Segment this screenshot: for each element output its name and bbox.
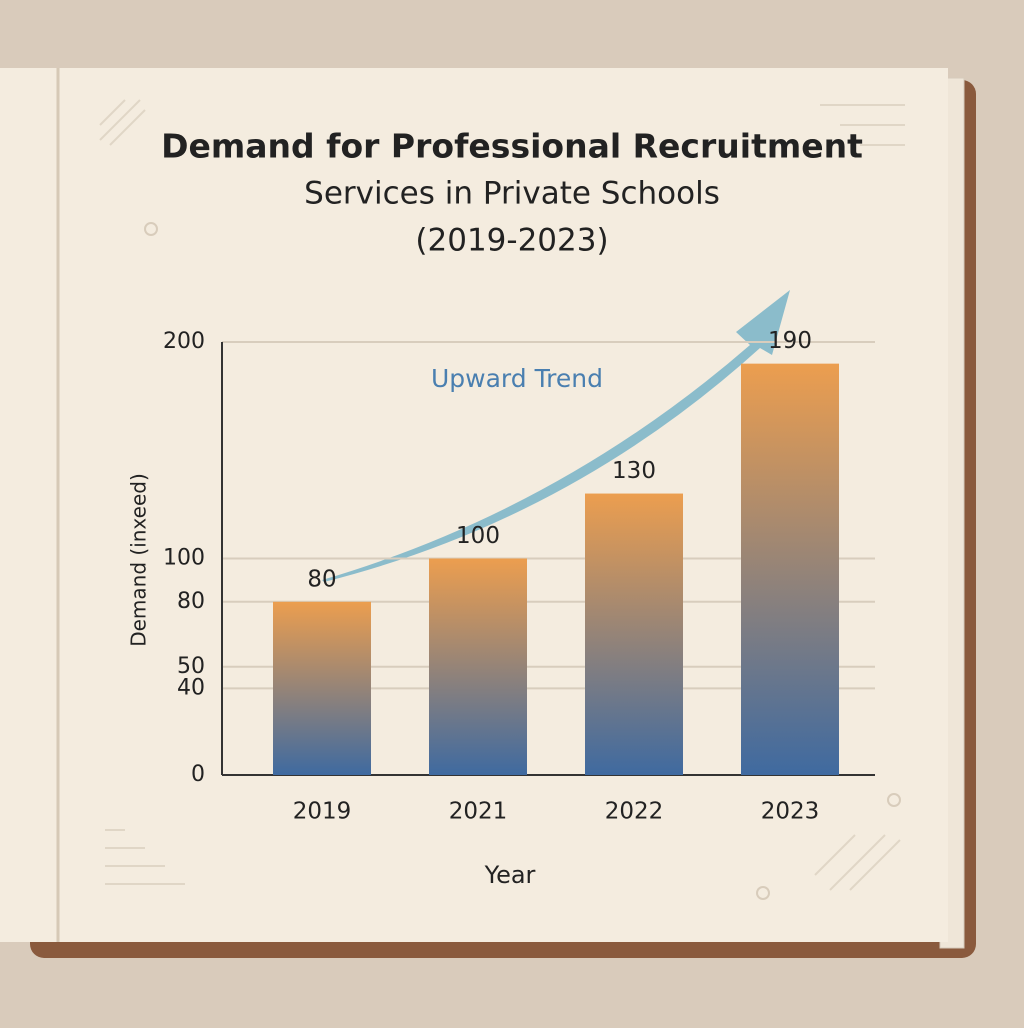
y-tick-label: 100 (163, 546, 205, 571)
decoration-dot (887, 793, 901, 807)
y-tick-label: 200 (163, 329, 205, 354)
annotation: Upward Trend (431, 364, 603, 393)
decoration-dot (144, 222, 158, 236)
data-label: 190 (768, 328, 812, 354)
chart-period: (2019-2023) (415, 223, 608, 259)
x-tick-label: 2019 (293, 799, 352, 825)
y-axis-label: Demand (inxeed) (127, 473, 151, 647)
bar (585, 493, 683, 775)
decoration-dot (756, 886, 770, 900)
x-tick-label: 2022 (605, 799, 664, 825)
bar (429, 558, 527, 775)
chart-subtitle: Services in Private Schools (304, 176, 720, 212)
x-axis-label: Year (484, 861, 536, 889)
bar (741, 363, 839, 775)
y-tick-label: 40 (177, 675, 205, 700)
decoration (99, 99, 905, 891)
chart-title: Demand for Professional Recruitment (161, 127, 863, 166)
y-tick-label: 80 (177, 589, 205, 614)
y-tick-label: 0 (191, 762, 205, 787)
data-label: 130 (612, 458, 656, 484)
x-tick-label: 2021 (449, 799, 508, 825)
x-tick-label: 2023 (761, 799, 820, 825)
data-label: 100 (456, 523, 500, 549)
y-tick-label: 50 (177, 654, 205, 679)
bar (273, 601, 371, 775)
data-label: 80 (307, 566, 336, 592)
